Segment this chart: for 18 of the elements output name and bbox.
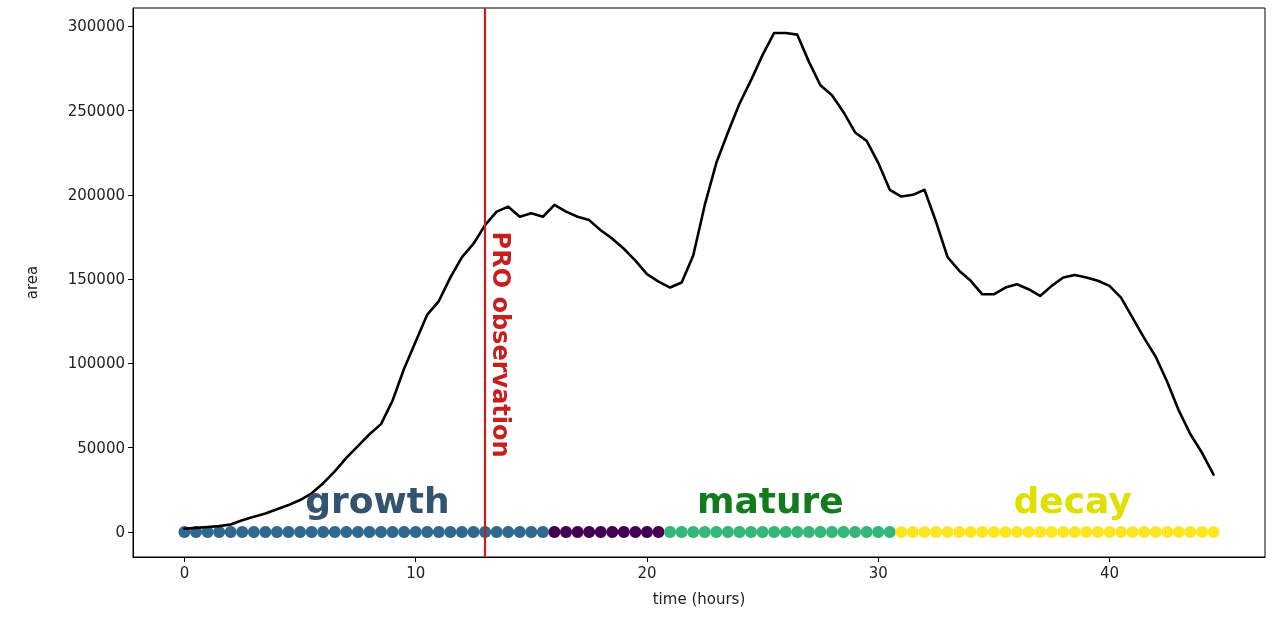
x-axis-title: time (hours) bbox=[652, 589, 746, 608]
y-tick-label: 100000 bbox=[67, 354, 125, 373]
annotation: decay bbox=[1013, 480, 1132, 522]
y-tick-label: 250000 bbox=[67, 101, 125, 120]
x-tick-label: 40 bbox=[1099, 563, 1120, 582]
annotation: mature bbox=[696, 480, 844, 522]
y-tick-label: 150000 bbox=[67, 270, 125, 289]
x-tick-label: 10 bbox=[406, 563, 426, 582]
y-tick-label: 0 bbox=[115, 523, 125, 542]
y-axis-title: area bbox=[22, 265, 41, 300]
ref-line-label: PRO observation bbox=[487, 231, 516, 458]
y-tick-label: 50000 bbox=[77, 438, 125, 457]
x-tick-label: 0 bbox=[179, 563, 190, 582]
annotation: growth bbox=[305, 480, 450, 522]
y-tick-label: 300000 bbox=[67, 17, 125, 36]
y-tick-label: 200000 bbox=[67, 185, 125, 204]
x-tick-label: 30 bbox=[868, 563, 888, 582]
x-tick-label: 20 bbox=[637, 563, 657, 582]
